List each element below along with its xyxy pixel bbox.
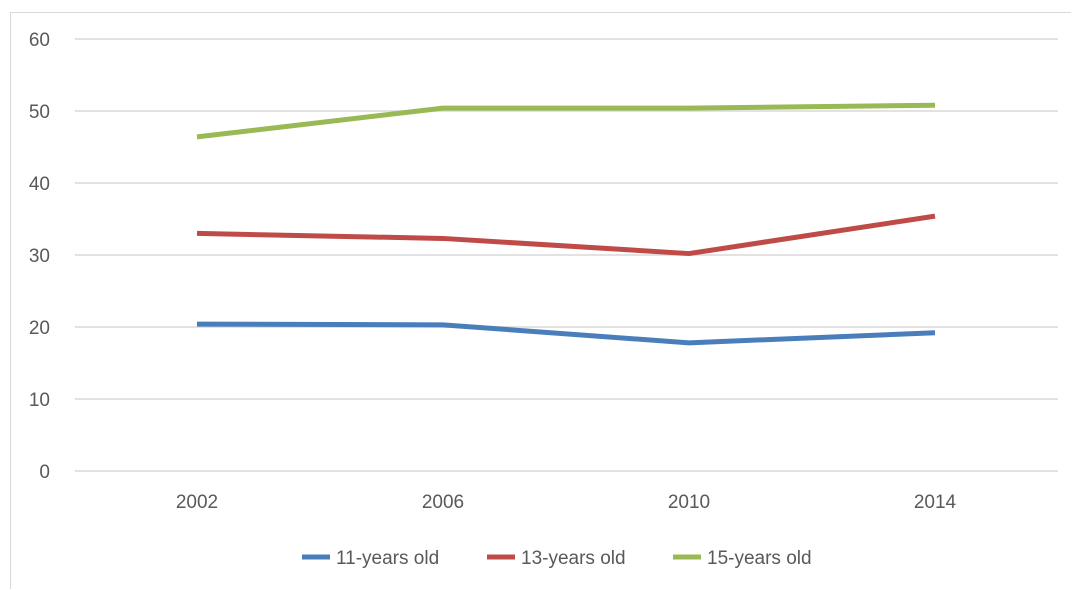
series-lines (196, 102, 936, 346)
legend-label: 15-years old (707, 548, 812, 569)
y-tick-label: 40 (29, 174, 50, 195)
series-line-2 (196, 213, 936, 257)
series-line-1 (196, 321, 936, 346)
x-axis-ticks: 2002 2006 2010 2014 (176, 492, 957, 513)
gridlines (75, 38, 1058, 472)
y-tick-label: 60 (29, 30, 50, 51)
series-line-3 (196, 102, 936, 140)
y-axis-ticks: 0 10 20 30 40 50 60 (29, 30, 50, 483)
y-tick-label: 30 (29, 246, 50, 267)
y-tick-label: 50 (29, 102, 50, 123)
x-tick-label: 2010 (668, 492, 710, 513)
x-tick-label: 2014 (914, 492, 957, 513)
y-tick-label: 20 (29, 318, 50, 339)
x-tick-label: 2002 (176, 492, 218, 513)
y-tick-label: 0 (39, 462, 50, 483)
legend-label: 11-years old (336, 548, 439, 569)
legend: 11-years old 13-years old 15-years old (302, 548, 812, 569)
x-tick-label: 2006 (422, 492, 464, 513)
y-tick-label: 10 (29, 390, 50, 411)
legend-label: 13-years old (521, 548, 626, 569)
